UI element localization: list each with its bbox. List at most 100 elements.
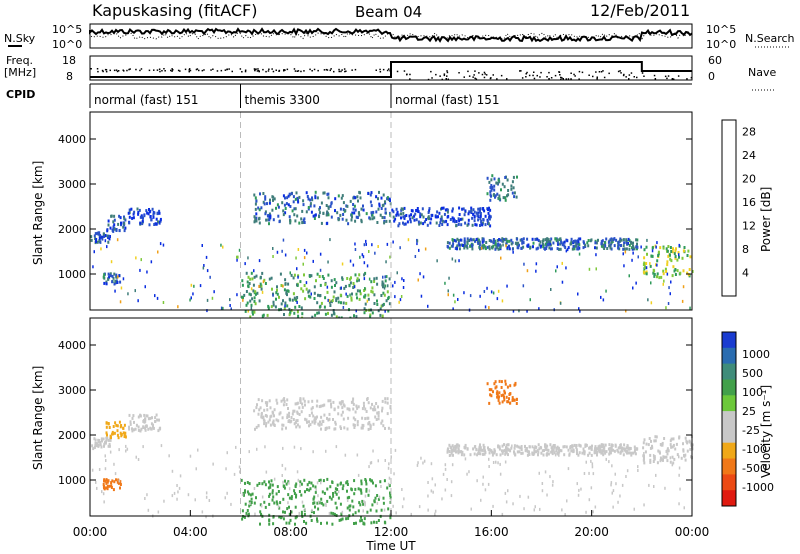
data-cell — [302, 203, 305, 207]
noise-cell — [122, 277, 125, 281]
data-cell — [303, 284, 306, 287]
data-cell — [351, 211, 354, 215]
data-cell — [250, 271, 253, 275]
noise-cell — [254, 512, 256, 516]
data-cell — [522, 245, 525, 249]
noise-cell — [484, 305, 487, 309]
data-cell — [493, 448, 496, 452]
noise-cell — [284, 304, 286, 308]
data-cell — [154, 222, 157, 226]
cpid-segment-label: normal (fast) 151 — [395, 93, 499, 107]
data-cell — [107, 223, 110, 227]
nave-point — [271, 68, 273, 70]
data-cell — [253, 275, 256, 279]
data-cell — [597, 238, 599, 242]
data-cell — [362, 502, 365, 506]
date-title: 12/Feb/2011 — [590, 1, 690, 20]
data-cell — [256, 403, 258, 407]
data-cell — [333, 290, 336, 294]
noise-cell — [446, 478, 448, 481]
data-cell — [609, 243, 612, 247]
noise-cell — [341, 262, 344, 266]
data-cell — [353, 423, 356, 427]
data-cell — [328, 495, 331, 499]
nave-point — [622, 74, 625, 77]
data-cell — [107, 422, 110, 425]
data-cell — [415, 209, 418, 212]
data-cell — [103, 479, 106, 483]
nave-point — [690, 76, 693, 79]
noise-cell — [380, 485, 382, 488]
data-cell — [500, 386, 503, 389]
nave-point — [148, 69, 151, 72]
data-cell — [279, 411, 282, 415]
data-cell — [152, 215, 155, 219]
data-cell — [496, 395, 499, 399]
data-cell — [255, 274, 258, 278]
data-cell — [543, 246, 546, 250]
noise-cell — [505, 500, 508, 504]
data-cell — [643, 270, 646, 274]
data-cell — [97, 231, 100, 235]
data-cell — [371, 213, 374, 217]
noise-cell — [482, 482, 484, 486]
data-cell — [309, 198, 312, 202]
data-cell — [578, 246, 581, 250]
noise-cell — [300, 447, 302, 451]
nave-point — [244, 70, 247, 73]
data-cell — [682, 269, 685, 273]
data-cell — [331, 299, 334, 302]
data-cell — [311, 198, 314, 202]
noise-cell — [209, 275, 211, 279]
data-cell — [296, 419, 299, 423]
nave-point — [431, 77, 433, 79]
data-cell — [509, 384, 512, 388]
data-cell — [363, 295, 366, 299]
data-cell — [481, 240, 484, 244]
data-cell — [123, 432, 126, 435]
data-cell — [334, 197, 337, 201]
data-cell — [327, 418, 330, 422]
data-cell — [579, 237, 582, 241]
data-cell — [461, 450, 464, 454]
data-cell — [266, 403, 268, 407]
data-cell — [381, 314, 384, 318]
data-cell — [375, 210, 378, 214]
data-cell — [448, 246, 451, 250]
data-cell — [546, 239, 549, 243]
noise-cell — [401, 505, 404, 509]
nave-point — [554, 74, 557, 77]
data-cell — [544, 238, 547, 242]
data-cell — [152, 213, 155, 217]
colorbar-tick-label: 20 — [742, 173, 756, 186]
noise-cell — [126, 447, 129, 451]
noise-cell — [451, 257, 454, 261]
data-cell — [645, 245, 648, 249]
data-cell — [446, 244, 449, 248]
data-cell — [292, 409, 295, 413]
data-cell — [271, 208, 274, 212]
data-cell — [403, 216, 406, 220]
data-cell — [666, 260, 669, 264]
data-cell — [305, 287, 308, 291]
nave-point — [540, 71, 542, 74]
data-cell — [148, 223, 151, 227]
nsearch-label: N.Search — [745, 32, 795, 45]
data-cell — [497, 178, 500, 182]
nave-point — [170, 69, 172, 72]
data-cell — [645, 442, 648, 446]
data-cell — [333, 512, 336, 516]
data-cell — [489, 190, 492, 194]
data-cell — [90, 238, 93, 242]
nave-point — [492, 74, 494, 76]
noise-cell — [670, 280, 672, 284]
noise-cell — [93, 250, 95, 254]
data-cell — [339, 293, 342, 297]
data-cell — [287, 203, 290, 207]
data-cell — [556, 445, 559, 449]
data-cell — [465, 244, 468, 248]
data-cell — [327, 213, 330, 217]
data-cell — [481, 221, 484, 225]
data-cell — [541, 449, 544, 453]
data-cell — [113, 431, 116, 435]
